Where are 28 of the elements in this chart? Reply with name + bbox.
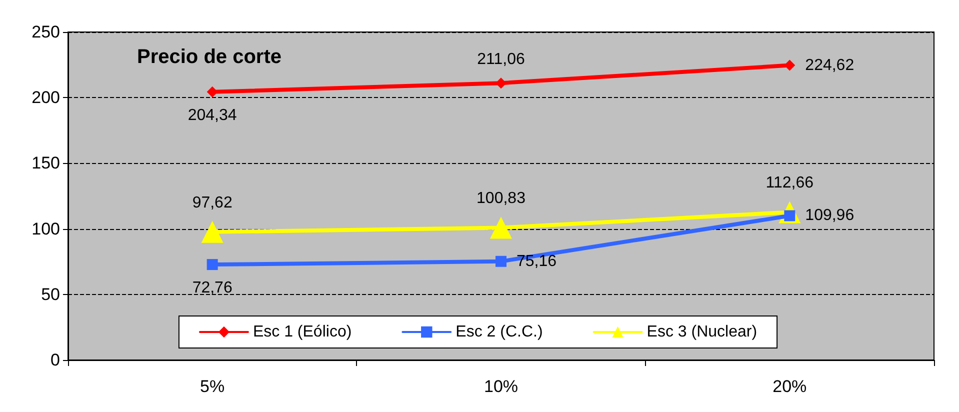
point bbox=[201, 220, 224, 243]
x-tick-label: 10% bbox=[484, 377, 518, 396]
x-tick-label: 5% bbox=[200, 377, 225, 396]
point bbox=[206, 259, 218, 270]
point bbox=[496, 78, 506, 89]
legend-label: Esc 1 (Eólico) bbox=[252, 324, 352, 340]
y-tick-label: 150 bbox=[32, 154, 60, 173]
data-label: 204,34 bbox=[188, 106, 237, 124]
data-label: 75,16 bbox=[516, 252, 557, 270]
point bbox=[496, 256, 506, 267]
text: Precio de corte bbox=[137, 46, 282, 68]
data-label: 72,76 bbox=[192, 280, 232, 297]
legend-label: Esc 3 (Nuclear) bbox=[646, 324, 758, 340]
data-label: 112,66 bbox=[766, 174, 814, 192]
point bbox=[490, 216, 512, 239]
y-tick-label: 0 bbox=[50, 350, 60, 370]
data-label: 224,62 bbox=[805, 56, 854, 74]
y-tick-label: 50 bbox=[41, 284, 60, 304]
x-tick-label: 20% bbox=[772, 377, 807, 396]
data-label: 109,96 bbox=[805, 207, 854, 224]
data-label: 100,83 bbox=[476, 190, 526, 208]
legend-label: Esc 2 (C.C.) bbox=[456, 324, 543, 340]
y-tick-label: 200 bbox=[32, 88, 60, 108]
y-tick-label: 250 bbox=[32, 22, 60, 42]
y-tick-label: 100 bbox=[32, 219, 60, 238]
data-label: 97,62 bbox=[192, 194, 232, 212]
point bbox=[206, 86, 218, 98]
data-label: 211,06 bbox=[477, 51, 525, 68]
